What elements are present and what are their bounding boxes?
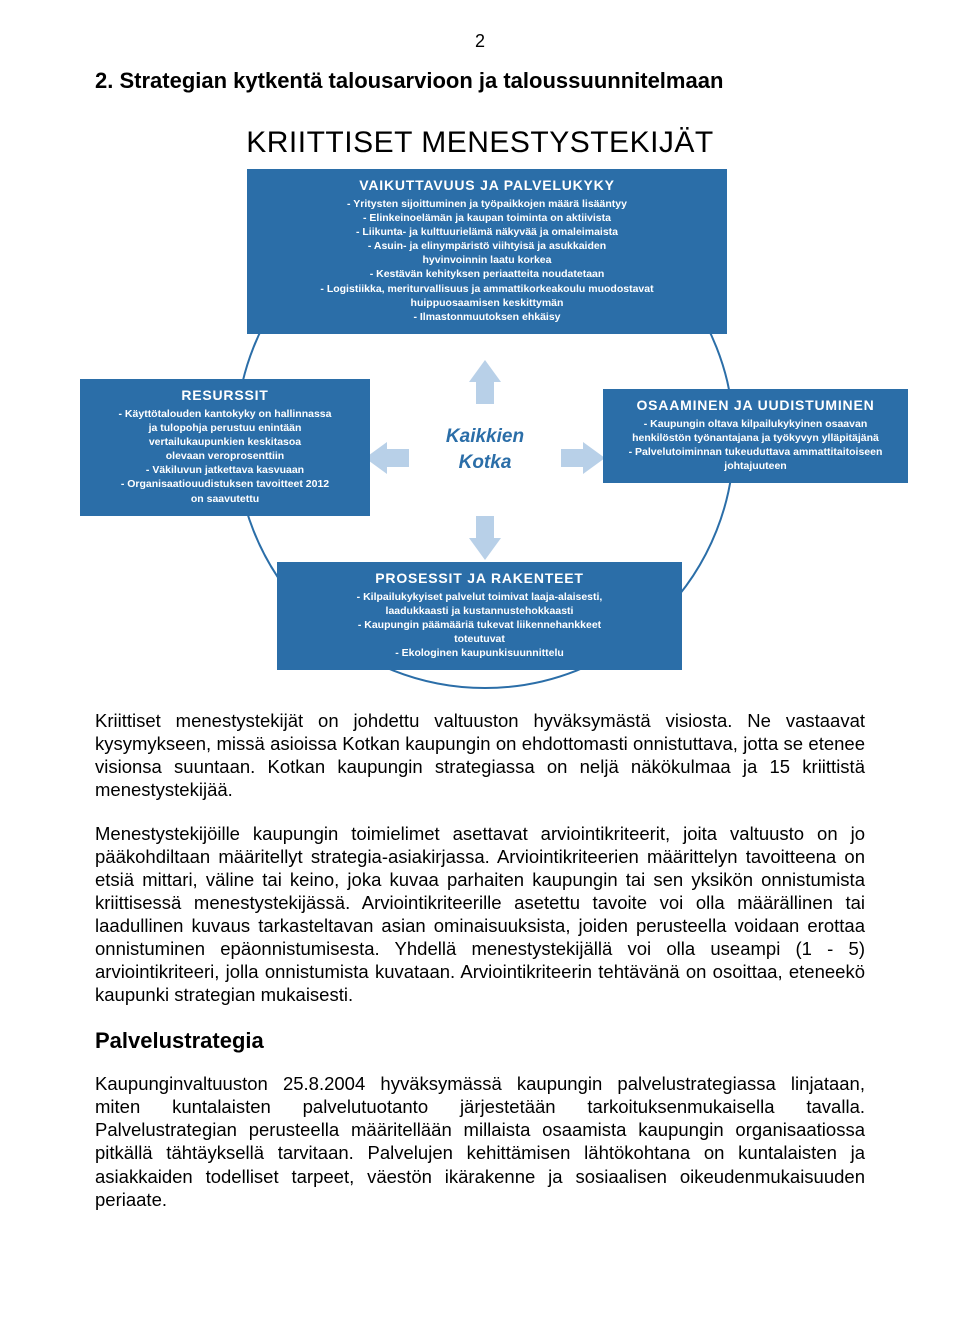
box-line: - Kaupungin oltava kilpailukykyinen osaa… <box>613 417 898 431</box>
box-line: - Väkiluvun jatkettava kasvuaan <box>90 463 360 477</box>
box-line: - Kaupungin päämääriä tukevat liikenneha… <box>287 618 672 632</box>
subheading: Palvelustrategia <box>95 1027 865 1055</box>
box-line: - Käyttötalouden kantokyky on hallinnass… <box>90 407 360 421</box>
paragraph-2: Menestystekijöille kaupungin toimielimet… <box>95 822 865 1007</box>
arrow-down-icon <box>469 516 501 560</box>
box-line: - Elinkeinoelämän ja kaupan toiminta on … <box>257 211 717 225</box>
box-right-title: OSAAMINEN JA UUDISTUMINEN <box>613 397 898 415</box>
center-line1: Kaikkien <box>446 426 524 447</box>
arrow-right-icon <box>561 442 605 474</box>
page: 2 2. Strategian kytkentä talousarvioon j… <box>0 0 960 1271</box>
box-line: henkilöstön työnantajana ja työkyvyn yll… <box>613 431 898 445</box>
box-line: - Logistiikka, meriturvallisuus ja ammat… <box>257 282 717 296</box>
body-text: Kriittiset menestystekijät on johdettu v… <box>95 709 865 1211</box>
box-bottom: PROSESSIT JA RAKENTEET - Kilpailukykyise… <box>277 562 682 670</box>
box-line: - Palvelutoiminnan tukeuduttava ammattit… <box>613 445 898 459</box>
arrow-left-icon <box>365 442 409 474</box>
box-line: - Yritysten sijoittuminen ja työpaikkoje… <box>257 197 717 211</box>
box-line: - Ilmastonmuutoksen ehkäisy <box>257 310 717 324</box>
paragraph-1: Kriittiset menestystekijät on johdettu v… <box>95 709 865 802</box>
box-line: - Ekologinen kaupunkisuunnittelu <box>287 646 672 660</box>
box-line: hyvinvoinnin laatu korkea <box>257 253 717 267</box>
box-top-title: VAIKUTTAVUUS JA PALVELUKYKY <box>257 177 717 195</box>
page-number: 2 <box>95 30 865 53</box>
box-line: johtajuuteen <box>613 459 898 473</box>
diagram-center-label: Kaikkien Kotka <box>430 424 540 475</box>
box-line: vertailukaupunkien keskitasoa <box>90 435 360 449</box>
diagram-title: KRIITTISET MENESTYSTEKIJÄT <box>95 124 865 162</box>
box-line: toteutuvat <box>287 632 672 646</box>
box-bottom-title: PROSESSIT JA RAKENTEET <box>287 570 672 588</box>
box-line: - Kestävän kehityksen periaatteita nouda… <box>257 267 717 281</box>
box-line: olevaan veroprosenttiin <box>90 449 360 463</box>
box-line: - Asuin- ja elinympäristö viihtyisä ja a… <box>257 239 717 253</box>
box-line: - Liikunta- ja kulttuurielämä näkyvää ja… <box>257 225 717 239</box>
box-line: laadukkaasti ja kustannustehokkaasti <box>287 604 672 618</box>
box-top: VAIKUTTAVUUS JA PALVELUKYKY - Yritysten … <box>247 169 727 334</box>
strategy-diagram: KRIITTISET MENESTYSTEKIJÄT Kaikkien Kotk… <box>95 124 865 679</box>
box-right: OSAAMINEN JA UUDISTUMINEN - Kaupungin ol… <box>603 389 908 483</box>
arrow-up-icon <box>469 360 501 404</box>
paragraph-3: Kaupunginvaltuuston 25.8.2004 hyväksymäs… <box>95 1072 865 1211</box>
box-line: huippuosaamisen keskittymän <box>257 296 717 310</box>
center-line2: Kotka <box>459 452 512 473</box>
box-left: RESURSSIT - Käyttötalouden kantokyky on … <box>80 379 370 516</box>
box-line: - Kilpailukykyiset palvelut toimivat laa… <box>287 590 672 604</box>
box-left-title: RESURSSIT <box>90 387 360 405</box>
section-heading: 2. Strategian kytkentä talousarvioon ja … <box>95 67 865 95</box>
box-line: - Organisaatiouudistuksen tavoitteet 201… <box>90 477 360 491</box>
box-line: ja tulopohja perustuu enintään <box>90 421 360 435</box>
box-line: on saavutettu <box>90 492 360 506</box>
